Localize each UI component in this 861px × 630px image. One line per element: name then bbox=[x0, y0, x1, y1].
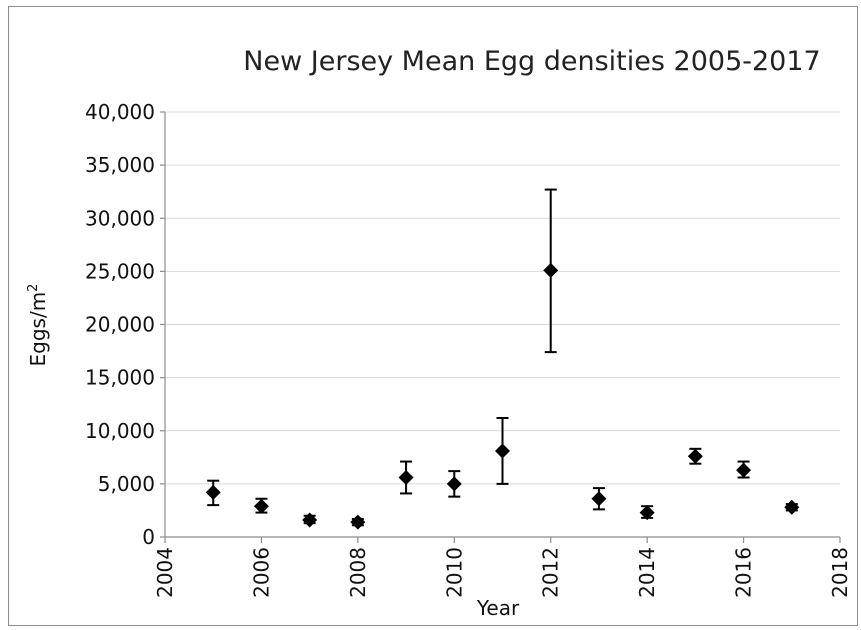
y-axis-label-superscript: 2 bbox=[26, 284, 41, 292]
data-point-marker bbox=[591, 491, 607, 507]
y-tick-label: 25,000 bbox=[85, 259, 155, 283]
y-tick-label: 40,000 bbox=[85, 100, 155, 124]
data-point-marker bbox=[495, 443, 510, 459]
chart-title: New Jersey Mean Egg densities 2005-2017 bbox=[243, 46, 820, 77]
x-tick-label: 2008 bbox=[346, 547, 370, 598]
axes bbox=[160, 111, 841, 543]
y-tick-label: 30,000 bbox=[85, 206, 155, 230]
x-tick-label: 2010 bbox=[442, 547, 466, 598]
data-point-marker bbox=[302, 512, 318, 528]
data-point-marker bbox=[205, 484, 221, 500]
data-points bbox=[205, 262, 800, 530]
x-tick-label: 2018 bbox=[828, 547, 852, 598]
y-axis-label-main: Eggs/m bbox=[26, 292, 50, 367]
x-tick-label: 2004 bbox=[153, 547, 177, 598]
data-point-marker bbox=[398, 470, 414, 485]
chart-frame bbox=[8, 6, 858, 626]
x-tick-label: 2006 bbox=[249, 547, 273, 598]
data-point-marker bbox=[736, 462, 752, 478]
y-tick-label: 35,000 bbox=[85, 153, 155, 177]
y-tick-label: 0 bbox=[142, 525, 155, 549]
y-tick-label: 15,000 bbox=[85, 366, 155, 390]
data-point-marker bbox=[639, 505, 655, 521]
x-tick-label: 2012 bbox=[539, 547, 563, 598]
error-bars bbox=[207, 188, 798, 527]
x-tick-label: 2014 bbox=[635, 547, 659, 598]
y-tick-label: 10,000 bbox=[85, 419, 155, 443]
y-tick-label: 20,000 bbox=[85, 313, 155, 337]
y-axis-label: Eggs/m2 bbox=[26, 284, 50, 367]
data-point-marker bbox=[350, 514, 366, 530]
data-point-marker bbox=[446, 476, 462, 492]
x-tick-label: 2016 bbox=[732, 547, 756, 598]
data-point-marker bbox=[784, 499, 800, 515]
x-axis-label: Year bbox=[476, 596, 520, 620]
data-point-marker bbox=[253, 498, 269, 514]
x-tick-labels: 2004 2006 2008 2010 2012 2014 2016 2018 bbox=[153, 547, 852, 598]
data-point-marker bbox=[543, 262, 559, 278]
data-point-marker bbox=[687, 448, 703, 464]
y-tick-labels: 0 5,000 10,000 15,000 20,000 25,000 30,000 35,0… bbox=[85, 100, 155, 549]
y-gridlines bbox=[165, 111, 840, 485]
y-tick-label: 5,000 bbox=[98, 472, 155, 496]
